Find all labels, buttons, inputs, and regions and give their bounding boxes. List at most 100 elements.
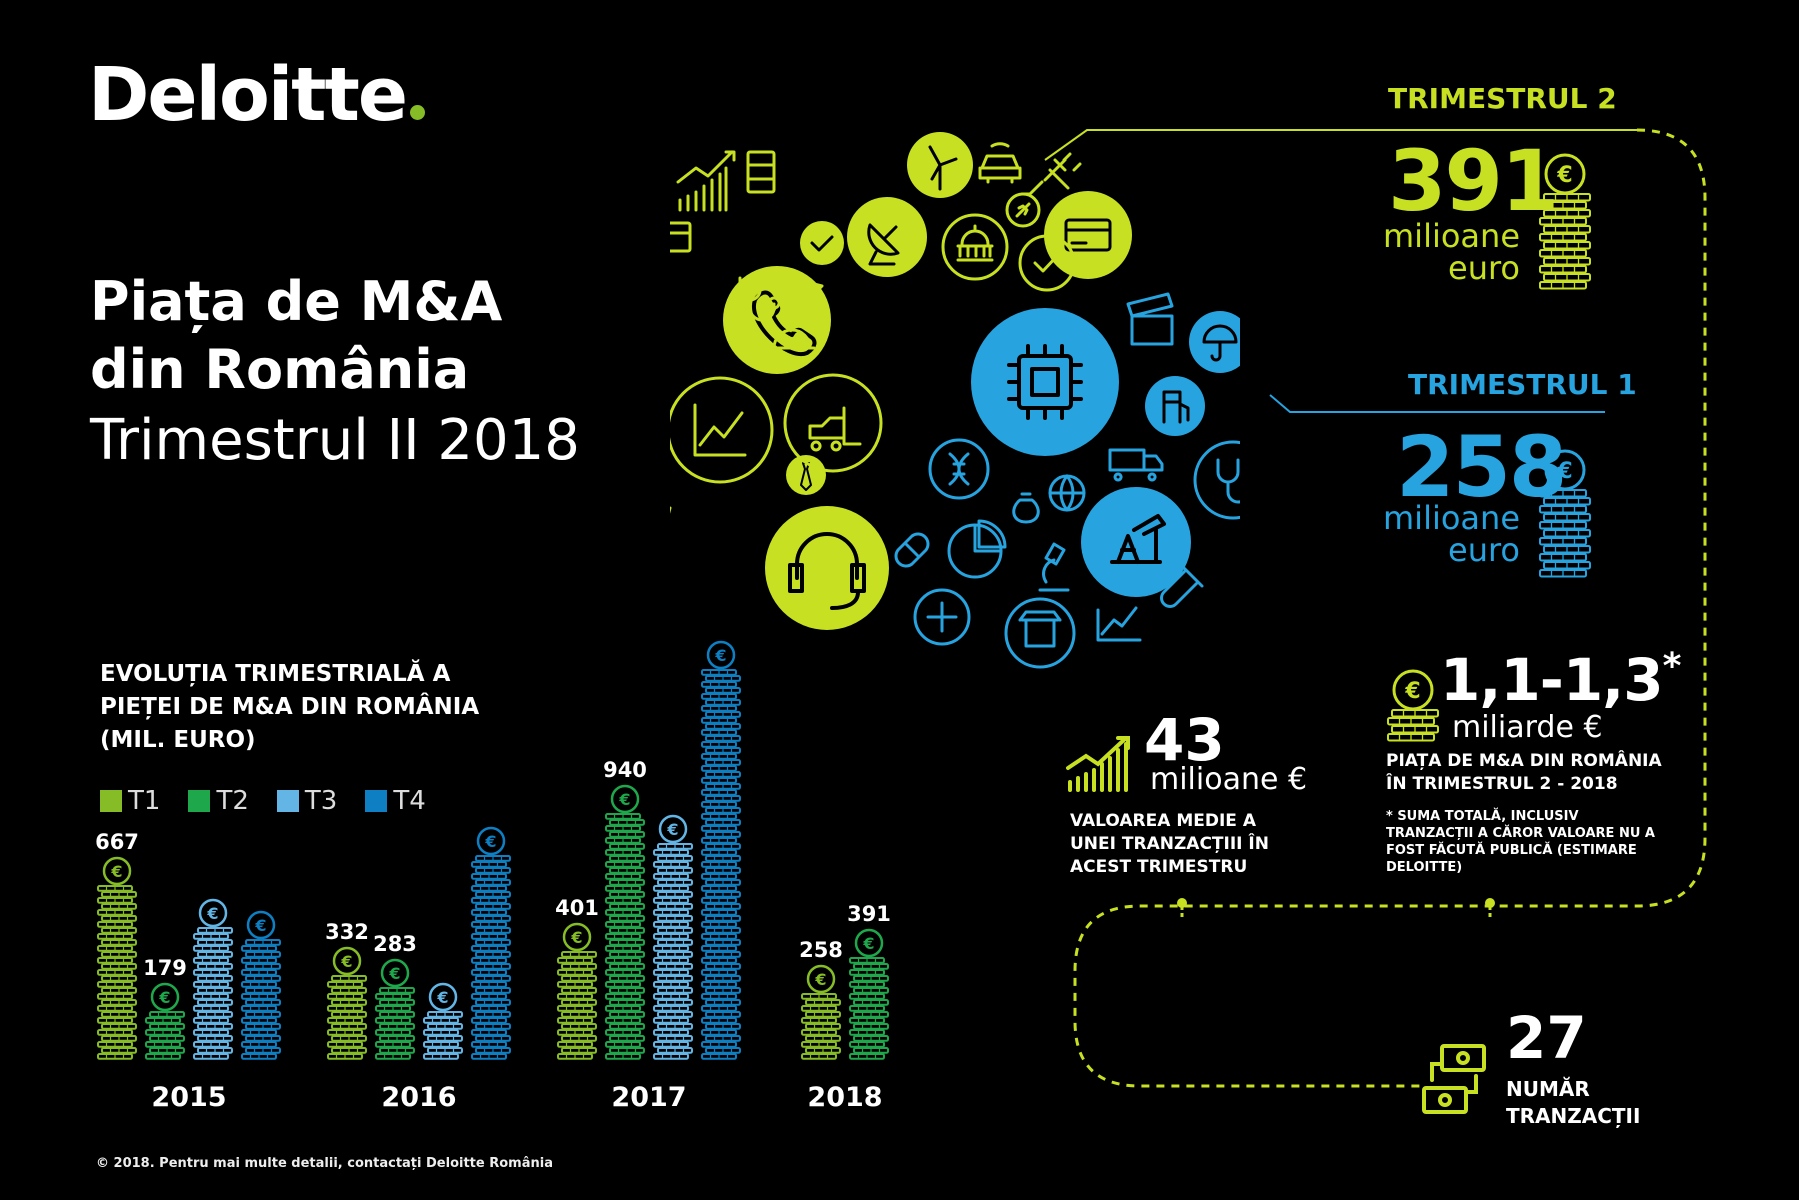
chart-title-line: (MIL. EURO) (100, 727, 256, 753)
truck-icon (1108, 448, 1164, 482)
total-value: 1,1-1,3* (1440, 646, 1682, 714)
euro-icon: € (610, 784, 640, 814)
pie-chart-icon (947, 519, 1007, 579)
bar-T4-2017: € (701, 640, 741, 1060)
page-title: Piața de M&A din România (90, 268, 502, 404)
q2-label: TRIMESTRUL 2 (1388, 82, 1617, 115)
transactions-label-line: TRANZACȚII (1506, 1104, 1641, 1128)
euro-icon: € (658, 814, 688, 844)
title-line-1: Piața de M&A (90, 270, 503, 333)
bar-T2-2016: € (375, 958, 415, 1060)
svg-text:€: € (862, 934, 874, 953)
hard-hat-icon (768, 328, 816, 350)
logo-text: Deloitte (88, 52, 408, 138)
credit-card-icon (1044, 191, 1132, 279)
data-label: 940 (603, 758, 647, 782)
bar-T2-2015: € (145, 982, 185, 1060)
legend-swatch (100, 790, 122, 812)
microscope-icon (1038, 542, 1070, 592)
microchip-icon (971, 308, 1119, 456)
bar-T2-2017: € (605, 784, 645, 1060)
q2-coin-stack: € (1539, 153, 1591, 290)
bar-chart-icon (676, 150, 736, 212)
q1-unit-line: euro (1448, 531, 1520, 569)
total-label-line: PIAȚA DE M&A DIN ROMÂNIA (1386, 751, 1662, 771)
x-tick-label: 2015 (151, 1082, 226, 1113)
dna-blue-icon (928, 438, 990, 500)
x-tick-label: 2018 (807, 1082, 882, 1113)
bar-T1-2015: € (97, 856, 137, 1060)
bar-T2-2018: € (849, 928, 889, 1060)
legend-label: T3 (304, 786, 338, 816)
legend-item-t3: T3 (276, 786, 338, 816)
euro-icon: € (562, 922, 592, 952)
total-coin-stack: € (1387, 669, 1439, 742)
deloitte-logo: Deloitte (88, 52, 426, 138)
chart-title-line: PIEȚEI DE M&A DIN ROMÂNIA (100, 694, 480, 720)
average-label-line: ACEST TRIMESTRU (1070, 857, 1248, 877)
svg-text:€: € (206, 904, 218, 923)
q1-coin-stack: € (1539, 449, 1591, 578)
q2-unit-line: milioane (1383, 217, 1520, 255)
bar-chart: €667 €179 € €2015 €332 €283 € €2016 €401 €940 € €20… (95, 640, 891, 1113)
chart-title-line: EVOLUȚIA TRIMESTRIALĂ A (100, 661, 451, 687)
legend-item-t2: T2 (188, 786, 249, 816)
legend-item-t4: T4 (365, 786, 426, 816)
oil-pump-icon (1081, 487, 1191, 597)
euro-icon: € (428, 982, 458, 1012)
stethoscope-blue-icon (1193, 440, 1240, 520)
wind-turbine-icon (907, 132, 973, 198)
plug-icon (1020, 152, 1082, 196)
average-unit: milioane € (1150, 762, 1308, 797)
money-bag-icon (1012, 492, 1040, 524)
svg-text:€: € (570, 928, 582, 947)
legend-label: T1 (128, 786, 161, 816)
clapperboard-icon (1126, 292, 1174, 346)
x-tick-label: 2017 (611, 1082, 686, 1113)
q1-unit: milioane euro (1370, 502, 1520, 566)
barrel-icon (746, 150, 776, 194)
legend-swatch (276, 790, 299, 812)
check-icon (800, 221, 844, 265)
total-asterisk: * (1662, 646, 1682, 687)
growth-chart-icon (1066, 736, 1130, 792)
svg-text:€: € (814, 970, 826, 989)
legend-swatch (365, 790, 388, 812)
q1-label: TRIMESTRUL 1 (1408, 368, 1637, 401)
euro-icon: € (332, 946, 362, 976)
svg-text:€: € (1556, 163, 1572, 188)
data-label: 283 (373, 932, 417, 956)
euro-icon: € (198, 898, 228, 928)
data-label: 401 (555, 896, 599, 920)
q1-value: 258 (1396, 418, 1567, 516)
bar-T1-2017: € (557, 922, 597, 1060)
average-label-line: UNEI TRANZACȚIII ÎN (1070, 834, 1269, 854)
svg-text:€: € (254, 916, 266, 935)
euro-icon: € (246, 910, 276, 940)
chart-legend: T1 T2 T3 T4 (100, 786, 426, 816)
bar-T3-2017: € (653, 814, 693, 1060)
transactions-label: NUMĂR TRANZACȚII (1506, 1076, 1640, 1130)
x-tick-label: 2016 (381, 1082, 456, 1113)
q1-unit-line: milioane (1383, 499, 1520, 537)
logo-dot (410, 105, 426, 120)
headset-icon (765, 506, 889, 630)
svg-text:€: € (666, 820, 678, 839)
title-line-2: din România (90, 338, 470, 401)
q2-unit-line: euro (1448, 249, 1520, 287)
line-chart-icon (670, 376, 774, 484)
q2-unit: milioane euro (1370, 220, 1520, 284)
car-icon (978, 142, 1022, 184)
svg-text:€: € (436, 988, 448, 1007)
line-chart-blue-icon (1096, 606, 1142, 642)
svg-text:€: € (484, 832, 496, 851)
svg-text:€: € (340, 952, 352, 971)
umbrella-icon (1189, 311, 1240, 373)
data-label: 332 (325, 920, 369, 944)
svg-text:€: € (714, 646, 726, 665)
note-line: FOST FĂCUTĂ PUBLICĂ (ESTIMARE (1386, 843, 1637, 858)
data-label: 179 (143, 956, 187, 980)
stethoscope-icon (738, 276, 781, 322)
page-subtitle: Trimestrul II 2018 (90, 408, 580, 473)
